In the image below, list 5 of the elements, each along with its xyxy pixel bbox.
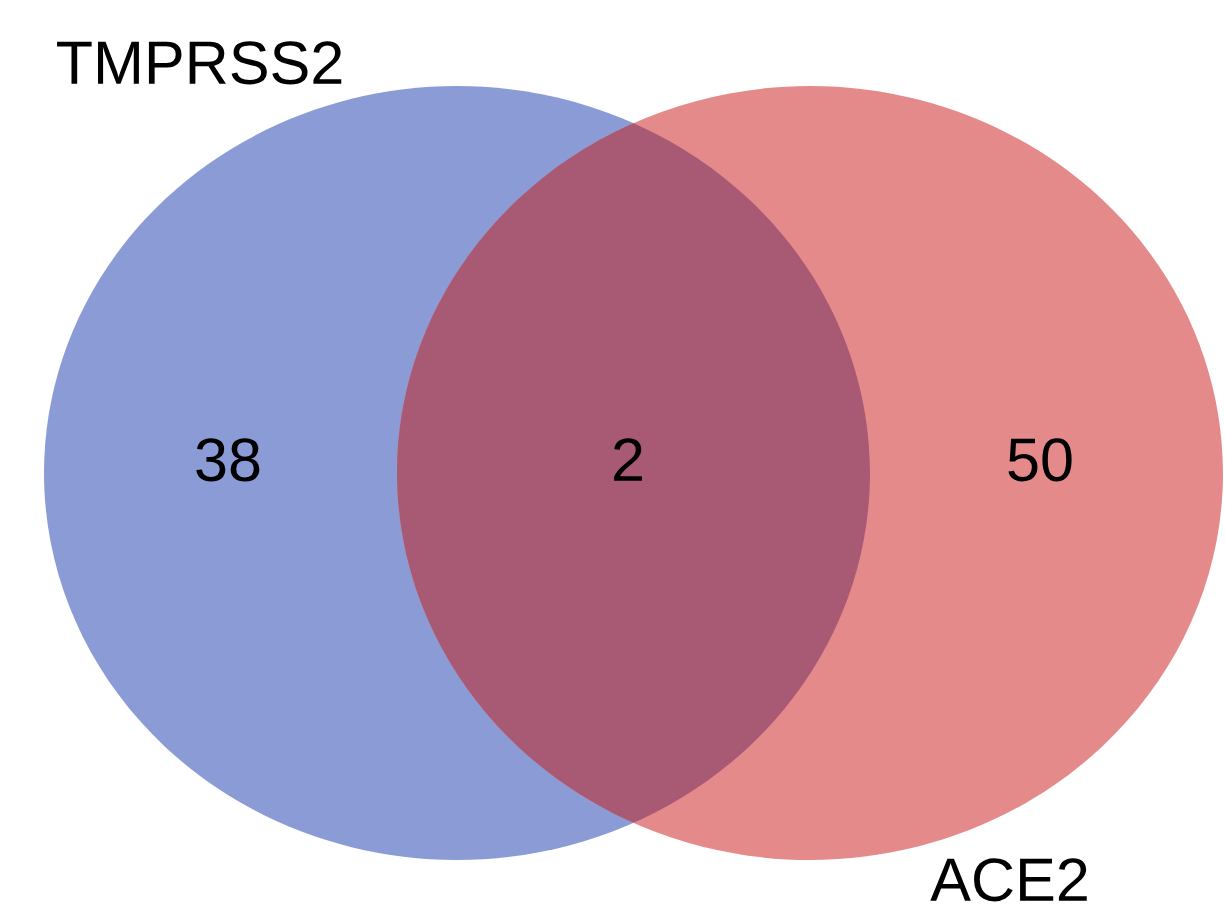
data-label: 38 — [196, 438, 260, 482]
data-label: 2 — [614, 438, 642, 481]
data-label: 50 — [1008, 438, 1072, 482]
text: ACE2 — [930, 858, 1087, 902]
text: TMPRSS2 — [57, 41, 342, 85]
